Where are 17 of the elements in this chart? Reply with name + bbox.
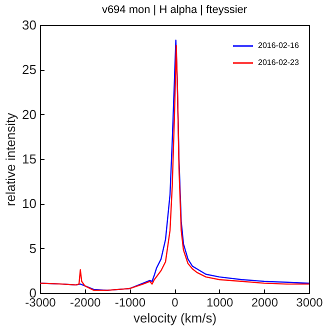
x-tick-label: -2000 xyxy=(70,296,101,310)
x-tick-label: 3000 xyxy=(296,296,324,310)
y-tick-label: 20 xyxy=(22,106,36,122)
y-tick-label: 15 xyxy=(22,152,36,166)
y-axis-title: relative intensity xyxy=(3,112,18,206)
x-tick-label: 0 xyxy=(172,296,179,310)
y-tick-label: 10 xyxy=(22,196,36,212)
x-axis-title: velocity (km/s) xyxy=(133,310,217,326)
chart-title: v694 mon | H alpha | fteyssier xyxy=(102,4,248,16)
x-tick-label: 2000 xyxy=(251,296,278,310)
x-tick-label: -1000 xyxy=(114,296,146,310)
legend-label: 2016-02-23 xyxy=(258,58,300,67)
y-tick-label: 5 xyxy=(29,240,36,256)
x-tick-label: 1000 xyxy=(206,296,234,310)
y-tick-label: 30 xyxy=(22,18,36,32)
legend-label: 2016-02-16 xyxy=(258,41,300,50)
y-tick-label: 25 xyxy=(22,62,36,78)
